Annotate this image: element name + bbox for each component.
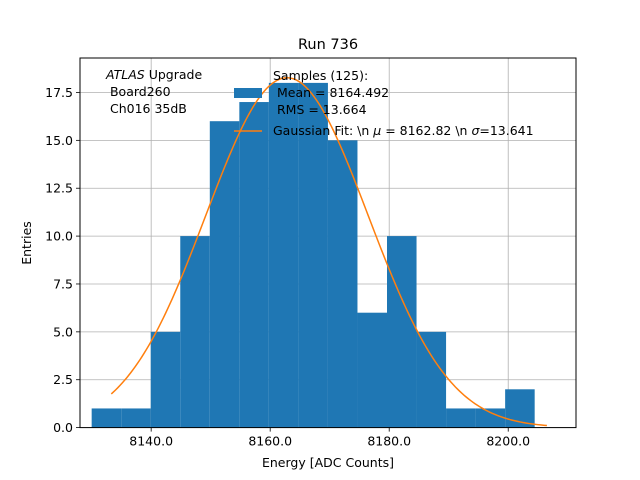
atlas-annotation-line1: ATLAS Upgrade [105, 67, 202, 82]
histogram-bar [239, 102, 269, 428]
legend-fit-prefix: Gaussian Fit: \n [273, 123, 373, 138]
histogram-bar [327, 140, 358, 428]
atlas-annotation-line3: Ch016 35dB [106, 101, 187, 116]
histogram-bars [91, 82, 535, 428]
histogram-bar [209, 121, 240, 428]
legend-samples-label: Samples (125): [273, 68, 368, 83]
histogram-bar [357, 312, 388, 428]
atlas-annotation: ATLAS Upgrade Board260 Ch016 35dB [105, 67, 202, 116]
y-tick-label: 12.5 [45, 181, 73, 196]
chart-title: Run 736 [298, 37, 358, 53]
y-tick-label: 17.5 [45, 85, 73, 100]
histogram-bar [475, 408, 506, 428]
histogram-bar [298, 82, 328, 428]
gaussian-fit-curve [110, 76, 547, 427]
legend: Samples (125): Mean = 8164.492 RMS = 13.… [234, 68, 534, 138]
y-tick-label: 7.5 [53, 276, 73, 291]
y-axis-ticks: 0.0 2.5 5.0 7.5 10.0 12.5 15.0 17.5 [45, 85, 80, 435]
histogram-bar [91, 408, 122, 428]
x-axis-ticks: 8140.0 8160.0 8180.0 8200.0 [129, 427, 530, 449]
x-tick-label: 8160.0 [248, 434, 292, 449]
y-tick-label: 2.5 [53, 372, 73, 387]
histogram-bar [446, 408, 476, 428]
y-tick-label: 5.0 [53, 324, 73, 339]
atlas-annotation-line2: Board260 [106, 84, 171, 99]
histogram-bar [150, 331, 181, 428]
y-tick-label: 0.0 [53, 420, 73, 435]
x-axis-label: Energy [ADC Counts] [262, 455, 394, 470]
y-axis-label: Entries [19, 221, 34, 265]
y-tick-label: 15.0 [45, 133, 73, 148]
legend-fit-sigma-value: =13.641 [479, 123, 533, 138]
legend-fit-sigma-symbol: σ [471, 123, 480, 138]
histogram-bar [268, 82, 299, 428]
legend-mean-label: Mean = 8164.492 [273, 85, 389, 100]
x-tick-label: 8200.0 [486, 434, 530, 449]
histogram-bar [180, 236, 210, 428]
atlas-italic-text: ATLAS [105, 67, 145, 82]
histogram-bar [387, 236, 417, 428]
plot-frame [79, 57, 577, 429]
histogram-bar [121, 408, 151, 428]
legend-fit-mu-value: = 8162.82 \n [381, 123, 471, 138]
legend-histogram-swatch [234, 88, 262, 98]
y-tick-label: 10.0 [45, 229, 73, 244]
histogram-bar [416, 331, 447, 428]
legend-fit-label: Gaussian Fit: \n μ = 8162.82 \n σ=13.641 [273, 123, 534, 138]
x-tick-label: 8180.0 [367, 434, 411, 449]
legend-fit-mu-symbol: μ [372, 123, 381, 138]
x-tick-label: 8140.0 [129, 434, 173, 449]
gaussian-fit-line [110, 76, 547, 427]
atlas-upgrade-text: Upgrade [145, 67, 203, 82]
legend-rms-label: RMS = 13.664 [273, 102, 367, 117]
